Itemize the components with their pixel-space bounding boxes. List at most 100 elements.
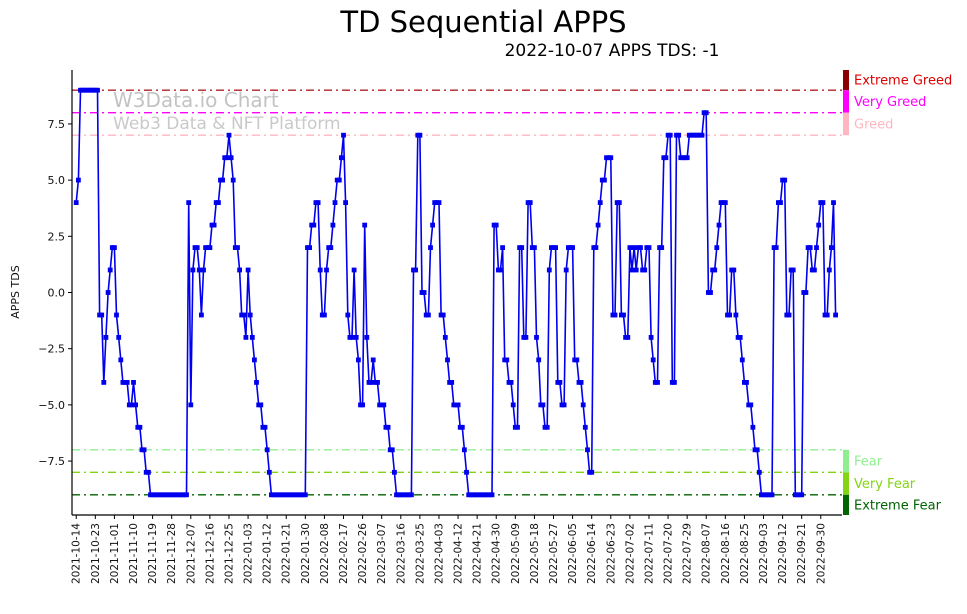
series-marker <box>527 200 533 205</box>
series-marker <box>141 447 147 453</box>
series-marker <box>341 132 346 138</box>
series-marker <box>328 245 334 250</box>
series-marker <box>574 357 580 363</box>
series-marker <box>449 380 455 385</box>
series-marker <box>381 402 387 408</box>
level-label-extreme-fear: Extreme Fear <box>854 498 942 513</box>
x-tick-label: 2021-11-01 <box>109 523 121 584</box>
series-marker <box>95 87 100 93</box>
series-marker <box>353 335 359 340</box>
level-bar-extreme-greed <box>843 70 849 91</box>
x-tick-label: 2021-11-19 <box>147 523 159 584</box>
x-tick-label: 2022-03-25 <box>414 523 426 584</box>
series-marker <box>563 267 569 273</box>
series-marker <box>553 245 558 250</box>
x-tick-label: 2022-09-12 <box>777 523 789 584</box>
series-marker <box>254 380 259 385</box>
series-marker <box>317 267 323 273</box>
level-label-fear: Fear <box>854 455 883 470</box>
series-marker <box>351 267 357 273</box>
series-marker <box>235 245 240 250</box>
series-marker <box>546 267 552 273</box>
series-marker <box>116 335 122 340</box>
series-marker <box>561 402 567 408</box>
series-marker <box>129 402 134 408</box>
series-marker <box>769 492 775 498</box>
series-marker <box>368 380 374 385</box>
y-tick-label: −5.0 <box>38 399 65 412</box>
y-tick-label: 2.5 <box>48 230 66 243</box>
series-marker <box>440 312 446 318</box>
x-tick-label: 2022-05-09 <box>510 523 522 584</box>
series-marker <box>262 424 268 430</box>
series-marker <box>186 200 192 205</box>
series-marker <box>602 177 607 183</box>
series-marker <box>430 222 435 228</box>
series-marker <box>672 380 677 385</box>
series-marker <box>633 267 639 273</box>
series-marker <box>578 380 584 385</box>
level-bar-fear <box>843 449 849 473</box>
x-tick-label: 2021-10-23 <box>90 523 102 584</box>
series-marker <box>105 290 111 295</box>
x-tick-label: 2022-02-26 <box>357 523 369 584</box>
series-marker <box>714 245 720 250</box>
series-marker <box>226 132 232 138</box>
series-marker <box>330 222 336 228</box>
level-label-greed: Greed <box>854 117 893 132</box>
chart-subtitle: 2022-10-07 APPS TDS: -1 <box>504 41 720 61</box>
x-tick-label: 2022-07-02 <box>624 523 636 584</box>
series-marker <box>638 245 643 250</box>
series-marker <box>224 155 230 161</box>
series-marker <box>343 200 348 205</box>
series-marker <box>684 155 690 161</box>
series-marker <box>631 245 637 250</box>
x-tick-label: 2022-02-08 <box>319 523 331 584</box>
series-marker <box>727 312 732 318</box>
x-tick-label: 2022-06-14 <box>586 523 598 584</box>
series-marker <box>712 267 718 273</box>
series-marker <box>833 312 838 318</box>
series-marker <box>608 155 614 161</box>
series-marker <box>650 357 656 363</box>
series-marker <box>667 132 673 138</box>
series-marker <box>216 200 221 205</box>
tds-series <box>73 87 838 498</box>
series-marker <box>245 267 251 273</box>
series-marker <box>786 312 792 318</box>
series-marker <box>360 402 365 408</box>
x-tick-label: 2021-12-16 <box>204 523 216 584</box>
series-marker <box>375 380 380 385</box>
series-marker <box>362 222 368 228</box>
series-marker <box>593 245 599 250</box>
series-marker <box>345 312 351 318</box>
series-marker <box>655 380 660 385</box>
series-marker <box>249 335 255 340</box>
series-marker <box>311 222 317 228</box>
series-marker <box>336 177 342 183</box>
series-marker <box>580 402 586 408</box>
sentiment-levels: Extreme Greed Very Greed Greed Fear Very Fea… <box>72 70 952 515</box>
series-marker <box>417 132 423 138</box>
series-marker <box>322 312 327 318</box>
series-marker <box>534 335 539 340</box>
x-tick-label: 2022-06-05 <box>567 523 579 584</box>
series-marker <box>332 200 338 205</box>
series-marker <box>426 312 431 318</box>
series-marker <box>544 424 550 430</box>
series-marker <box>112 245 117 250</box>
series-marker <box>247 312 253 318</box>
series-marker <box>733 312 739 318</box>
x-tick-label: 2022-01-12 <box>262 523 274 584</box>
series-marker <box>220 177 225 183</box>
series-marker <box>831 200 836 205</box>
series-marker <box>76 177 81 183</box>
series-marker <box>101 380 107 385</box>
series-marker <box>228 155 234 161</box>
series-marker <box>659 245 665 250</box>
series-marker <box>307 245 312 250</box>
series-marker <box>114 312 119 318</box>
level-label-extreme-greed: Extreme Greed <box>854 74 952 89</box>
series-marker <box>737 335 743 340</box>
y-tick-label: −7.5 <box>38 455 65 468</box>
